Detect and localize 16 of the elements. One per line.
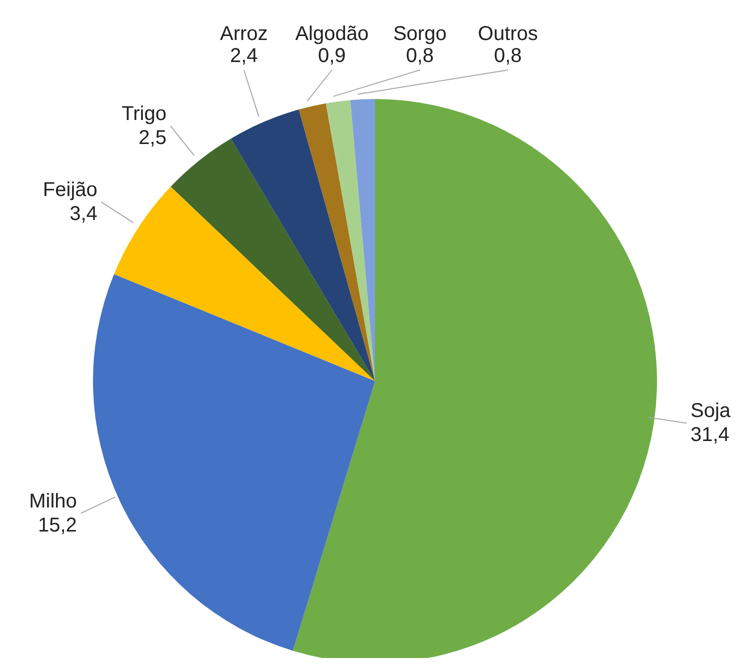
slice-label: Feijão [42,179,98,202]
slice-label: Milho [29,490,77,512]
data-label: 15,2 [38,514,77,536]
data-label: 0,8 [406,45,434,67]
data-label: 2,5 [138,126,166,149]
slice-label: Algodão [295,23,369,45]
data-label: 0,8 [494,45,522,67]
data-label: 2,4 [230,45,258,67]
data-label: 3,4 [70,203,98,226]
data-label: 0,9 [318,45,346,67]
slice-label: Outros [478,23,538,45]
slice-label: Trigo [122,102,166,125]
slice-label: Soja [690,400,732,422]
data-label: 31,4 [690,424,730,446]
slice-label: Sorgo [393,23,447,45]
slice-label: Arroz [220,23,268,45]
